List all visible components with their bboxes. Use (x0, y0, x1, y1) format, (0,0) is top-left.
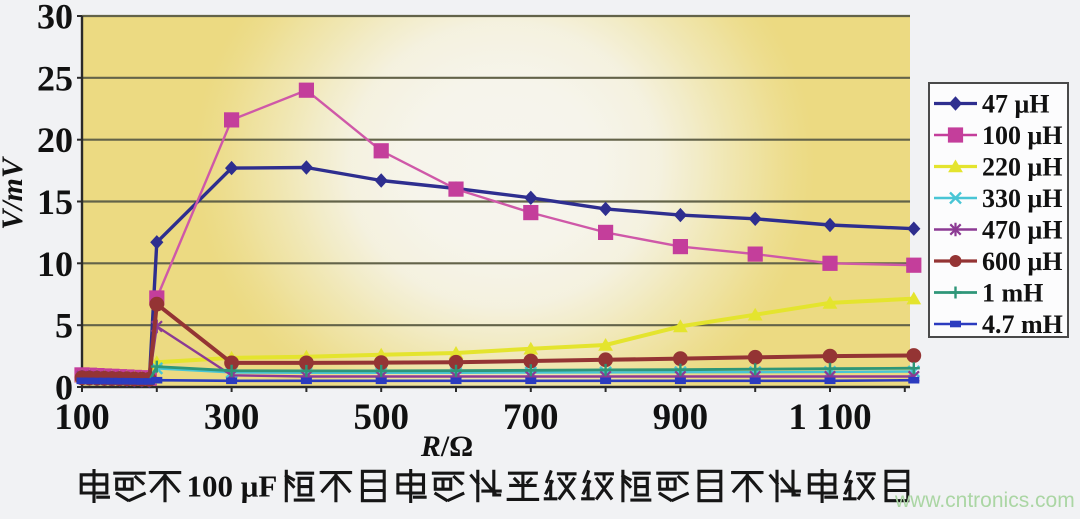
svg-text:900: 900 (653, 397, 709, 438)
svg-text:300: 300 (204, 397, 260, 438)
svg-text:1 mH: 1 mH (982, 279, 1043, 308)
svg-text:100 μF: 100 μF (187, 469, 278, 504)
svg-text:470 μH: 470 μH (982, 216, 1062, 245)
svg-text:R/Ω: R/Ω (420, 430, 473, 463)
svg-text:25: 25 (37, 58, 73, 98)
svg-text:100: 100 (54, 397, 110, 438)
svg-text:5: 5 (55, 306, 73, 346)
svg-text:20: 20 (37, 120, 73, 160)
svg-text:500: 500 (353, 397, 409, 438)
svg-text:30: 30 (37, 0, 73, 37)
svg-text:700: 700 (503, 397, 559, 438)
svg-text:330 μH: 330 μH (982, 184, 1062, 213)
svg-text:www.cntronics.com: www.cntronics.com (894, 489, 1075, 512)
svg-text:0: 0 (55, 368, 73, 408)
svg-text:220 μH: 220 μH (982, 153, 1062, 182)
svg-text:47 μH: 47 μH (982, 90, 1049, 119)
svg-text:15: 15 (37, 182, 73, 222)
svg-text:V/mV: V/mV (0, 155, 29, 230)
svg-text:600 μH: 600 μH (982, 247, 1062, 276)
svg-text:1 100: 1 100 (788, 397, 871, 438)
svg-text:4.7 mH: 4.7 mH (982, 310, 1063, 339)
svg-text:100 μH: 100 μH (982, 121, 1062, 150)
svg-text:10: 10 (37, 244, 73, 284)
